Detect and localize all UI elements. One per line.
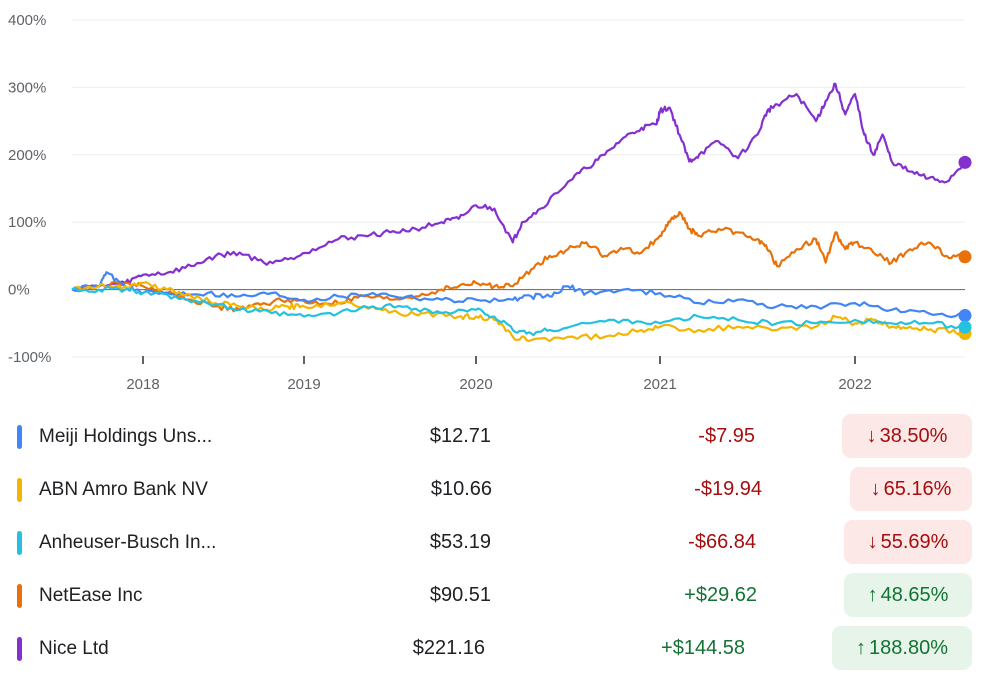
price-change: +$29.62 [684, 584, 757, 606]
stock-name: NetEase Inc [39, 585, 143, 606]
arrow-down-icon: ↓ [867, 531, 878, 553]
percent-change-badge: ↓ 55.69% [844, 520, 972, 564]
x-tick-label: 2021 [643, 376, 676, 393]
arrow-down-icon: ↓ [866, 425, 877, 447]
series-color-swatch [17, 584, 22, 608]
percent-change-value: 188.80% [869, 637, 948, 659]
series-line-netease-inc [71, 211, 966, 313]
arrow-up-icon: ↑ [867, 584, 878, 606]
price-change: -$66.84 [688, 531, 756, 553]
end-markers [958, 155, 972, 341]
y-tick-label: 400% [8, 12, 46, 29]
table-row[interactable]: Meiji Holdings Uns... $12.71 -$7.95 ↓ 38.50% [0, 413, 993, 466]
series-color-swatch [17, 531, 22, 555]
series-end-marker-nice-ltd[interactable] [958, 155, 972, 169]
series-color-swatch [17, 425, 22, 449]
percent-change-value: 48.65% [880, 584, 949, 606]
x-tick-label: 2018 [126, 376, 159, 393]
series-end-marker-meiji-holdings-uns[interactable] [958, 309, 972, 323]
gridlines [72, 19, 965, 358]
percent-change-badge: ↓ 65.16% [850, 467, 972, 511]
stock-price: $90.51 [429, 584, 491, 606]
arrow-down-icon: ↓ [870, 478, 881, 500]
y-tick-label: -100% [8, 349, 51, 366]
series-line-meiji-holdings-uns [71, 271, 966, 319]
stock-price: $12.71 [429, 425, 491, 447]
series-color-swatch [17, 478, 22, 502]
arrow-up-icon: ↑ [856, 637, 867, 659]
series-color-swatch [17, 637, 22, 661]
table-row[interactable]: Nice Ltd $221.16 +$144.58 ↑ 188.80% [0, 625, 993, 678]
price-change: -$19.94 [694, 478, 762, 500]
series-line-anheuser-busch-in [71, 286, 966, 337]
percent-change-badge: ↑ 48.65% [844, 573, 972, 617]
comparison-line-chart: 400% 300% 200% 100% 0% -100% 2018 2019 2020 2021 2… [8, 12, 972, 393]
stock-price: $10.66 [430, 478, 492, 500]
axes: 400% 300% 200% 100% 0% -100% 2018 2019 2020 2021 2… [8, 12, 965, 393]
table-row[interactable]: ABN Amro Bank NV $10.66 -$19.94 ↓ 65.16% [0, 466, 993, 519]
x-tick-label: 2022 [838, 376, 871, 393]
percent-change-value: 38.50% [879, 425, 948, 447]
x-tick-label: 2020 [459, 376, 492, 393]
series-line-abn-amro-bank-nv [71, 281, 966, 343]
series-lines [71, 82, 966, 343]
table-row[interactable]: Anheuser-Busch In... $53.19 -$66.84 ↓ 55.69% [0, 519, 993, 572]
series-line-nice-ltd [71, 82, 966, 293]
x-tick-label: 2019 [287, 376, 320, 393]
stock-name: Nice Ltd [39, 638, 109, 659]
price-change: +$144.58 [661, 637, 745, 659]
y-tick-label: 0% [8, 282, 30, 299]
stock-name: ABN Amro Bank NV [39, 479, 208, 500]
percent-change-badge: ↑ 188.80% [832, 626, 972, 670]
series-end-marker-netease-inc[interactable] [958, 250, 972, 264]
stock-price: $221.16 [412, 637, 485, 659]
y-tick-label: 100% [8, 214, 46, 231]
percent-change-value: 55.69% [880, 531, 949, 553]
stock-price: $53.19 [429, 531, 491, 553]
price-change: -$7.95 [698, 425, 755, 447]
stock-name: Meiji Holdings Uns... [39, 426, 213, 447]
table-row[interactable]: NetEase Inc $90.51 +$29.62 ↑ 48.65% [0, 572, 993, 625]
stock-name: Anheuser-Busch In... [39, 532, 217, 553]
series-end-marker-anheuser-busch-in[interactable] [958, 320, 972, 334]
y-tick-label: 300% [8, 79, 46, 96]
percent-change-badge: ↓ 38.50% [842, 414, 972, 458]
percent-change-value: 65.16% [883, 478, 952, 500]
y-tick-label: 200% [8, 147, 46, 164]
